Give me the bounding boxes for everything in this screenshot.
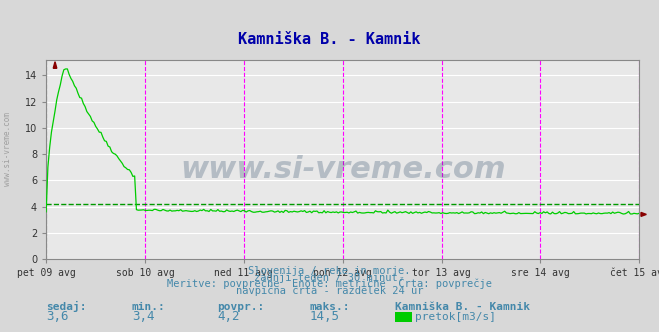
- Text: Kamniška B. - Kamnik: Kamniška B. - Kamnik: [239, 32, 420, 47]
- Text: sedaj:: sedaj:: [46, 301, 86, 312]
- Text: Meritve: povprečne  Enote: metrične  Črta: povprečje: Meritve: povprečne Enote: metrične Črta:…: [167, 277, 492, 289]
- Polygon shape: [53, 62, 57, 68]
- Text: 14,5: 14,5: [310, 310, 340, 323]
- Text: www.si-vreme.com: www.si-vreme.com: [3, 113, 13, 186]
- Text: povpr.:: povpr.:: [217, 302, 265, 312]
- Polygon shape: [641, 212, 646, 216]
- Text: min.:: min.:: [132, 302, 165, 312]
- Text: pretok[m3/s]: pretok[m3/s]: [415, 312, 496, 322]
- Text: 4,2: 4,2: [217, 310, 240, 323]
- Text: maks.:: maks.:: [310, 302, 350, 312]
- Text: www.si-vreme.com: www.si-vreme.com: [180, 155, 505, 184]
- Text: 3,4: 3,4: [132, 310, 154, 323]
- Text: Slovenija / reke in morje.: Slovenija / reke in morje.: [248, 266, 411, 276]
- Text: Kamniška B. - Kamnik: Kamniška B. - Kamnik: [395, 302, 530, 312]
- Text: 3,6: 3,6: [46, 310, 69, 323]
- Text: navpična črta - razdelek 24 ur: navpična črta - razdelek 24 ur: [236, 285, 423, 296]
- Text: zadnji teden / 30 minut.: zadnji teden / 30 minut.: [254, 273, 405, 283]
